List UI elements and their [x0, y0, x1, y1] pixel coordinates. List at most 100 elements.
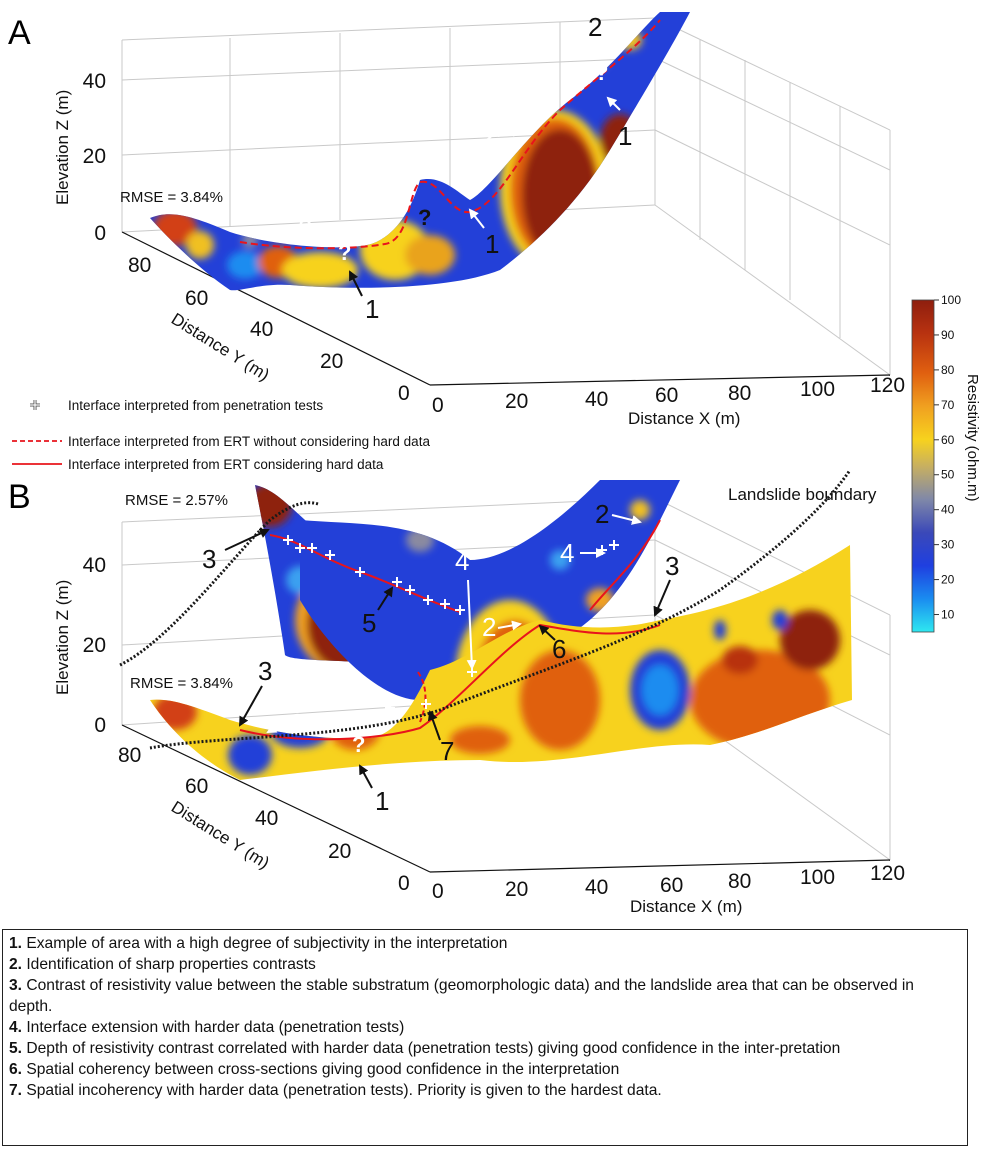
legend-item-dashed: Interface interpreted from ERT without c…	[12, 434, 430, 449]
panel-b-callout-6: 6	[552, 634, 566, 664]
panel-a-arrow-2a	[270, 227, 293, 239]
panel-b-x-tick-100: 100	[800, 866, 835, 889]
panel-a-question-4: ?	[595, 60, 608, 85]
panel-b-boundary-left	[119, 501, 319, 667]
note-text: Spatial incoherency with harder data (pe…	[22, 1082, 662, 1099]
colorbar-tick-label: 40	[941, 503, 955, 517]
panel-a-z-label: Elevation Z (m)	[53, 90, 72, 205]
legend-item-solid: Interface interpreted from ERT consideri…	[12, 457, 384, 472]
panel-a-arrow-2b	[497, 127, 522, 137]
panel-b-rmse-bottom: RMSE = 3.84%	[130, 675, 233, 692]
legend-item-penetration: Interface interpreted from penetration t…	[30, 398, 323, 413]
panel-b-question: ?	[352, 732, 365, 757]
note-item: 1. Example of area with a high degree of…	[9, 933, 961, 954]
note-number: 4.	[9, 1019, 23, 1036]
panel-a-question-3: ?	[460, 175, 473, 200]
panel-b-callout-7: 7	[440, 736, 454, 766]
panel-b-callout-3b: 3	[258, 656, 272, 686]
panel-a-x-tick-0: 0	[432, 394, 444, 417]
panel-a-y-tick-20: 20	[320, 350, 343, 373]
panel-a-callout-1c: 1	[618, 121, 632, 151]
panel-b-z-tick-40: 40	[83, 554, 106, 577]
panel-a-letter: A	[8, 14, 31, 52]
note-number: 5.	[9, 1040, 23, 1057]
panel-a-z-tick-20: 20	[83, 145, 106, 168]
note-item: 4. Interface extension with harder data …	[9, 1017, 961, 1038]
panel-b-arrow-3b	[239, 685, 263, 727]
panel-b-z-label: Elevation Z (m)	[53, 580, 72, 695]
panel-a-x-axis	[429, 374, 891, 386]
panel-b-x-tick-0: 0	[432, 880, 444, 903]
panel-a-x-tick-60: 60	[655, 384, 678, 407]
panel-b-rmse-top: RMSE = 2.57%	[125, 492, 228, 509]
panel-b-interface-lower	[239, 623, 661, 741]
panel-a-callout-2b: 2	[482, 121, 496, 151]
panel-a: A	[8, 12, 905, 428]
figure: A	[8, 12, 981, 916]
panel-a-z-tick-40: 40	[83, 70, 106, 93]
panel-b-y-tick-40: 40	[255, 807, 278, 830]
panel-b-arrow-3a	[224, 528, 270, 551]
legend-label-dashed: Interface interpreted from ERT without c…	[68, 434, 430, 449]
panel-b-x-tick-60: 60	[660, 874, 683, 897]
panel-a-rmse: RMSE = 3.84%	[120, 189, 223, 206]
penetration-cross-icon	[423, 595, 433, 605]
colorbar: 100 90 80 70 60 50 40 30 20 10 Resistivity (ohm.m…	[911, 293, 981, 633]
colorbar-tick-label: 70	[941, 398, 955, 412]
panel-b-callout-1: 1	[375, 786, 389, 816]
panel-b-x-label: Distance X (m)	[630, 897, 742, 916]
panel-b-letter: B	[8, 478, 31, 516]
panel-b-y-axis	[121, 724, 431, 873]
panel-a-x-tick-100: 100	[800, 378, 835, 401]
penetration-cross-icon	[325, 550, 335, 560]
panel-a-x-tick-40: 40	[585, 388, 608, 411]
panel-b-callout-4a: 4	[455, 546, 469, 576]
colorbar-tick-label: 60	[941, 433, 955, 447]
panel-b-x-tick-80: 80	[728, 870, 751, 893]
panel-b-boundary-label: Landslide boundary	[728, 485, 877, 504]
penetration-cross-icon	[609, 540, 619, 550]
note-number: 1.	[9, 935, 23, 952]
colorbar-tick-label: 30	[941, 538, 955, 552]
note-text: Spatial coherency between cross-sections…	[22, 1061, 620, 1078]
penetration-cross-icon	[392, 577, 402, 587]
panel-a-callout-1b: 1	[485, 229, 499, 259]
panel-a-arrow-1a	[349, 270, 363, 297]
note-number: 6.	[9, 1061, 23, 1078]
panel-b-callout-3a: 3	[202, 544, 216, 574]
note-item: 3. Contrast of resistivity value between…	[9, 975, 961, 1017]
panel-b-x-tick-40: 40	[585, 876, 608, 899]
colorbar-tick-label: 90	[941, 328, 955, 342]
note-number: 2.	[9, 956, 23, 973]
panel-a-y-tick-80: 80	[128, 254, 151, 277]
colorbar-title: Resistivity (ohm.m)	[964, 374, 981, 502]
panel-a-y-tick-60: 60	[185, 287, 208, 310]
panel-b-callout-5: 5	[362, 608, 376, 638]
panel-a-dashed-interface	[239, 19, 661, 250]
colorbar-scale	[911, 299, 935, 633]
panel-b-callout-2b: 2	[482, 612, 496, 642]
panel-b-arrow-2a	[266, 721, 287, 733]
panel-b-callout-3c: 3	[665, 551, 679, 581]
panel-b-arrow-5	[377, 586, 394, 611]
note-item: 2. Identification of sharp properties co…	[9, 954, 961, 975]
panel-a-x-tick-120: 120	[870, 374, 905, 397]
panel-b-y-tick-20: 20	[328, 840, 351, 863]
note-text: Interface extension with harder data (pe…	[22, 1019, 405, 1036]
panel-a-x-tick-80: 80	[728, 382, 751, 405]
penetration-cross-icon	[405, 585, 415, 595]
panel-a-y-tick-0: 0	[398, 382, 410, 405]
panel-b-y-tick-80: 80	[118, 744, 141, 767]
note-text: Depth of resistivity contrast correlated…	[22, 1040, 841, 1057]
penetration-cross-icon	[440, 599, 450, 609]
panel-b-arrow-7	[427, 710, 441, 741]
panel-b-x-tick-120: 120	[870, 862, 905, 885]
panel-a-x-tick-20: 20	[505, 390, 528, 413]
panel-b-callout-2a: 2	[290, 708, 304, 738]
panel-b-arrow-4a	[466, 579, 477, 670]
panel-a-arrow-2c	[605, 27, 632, 38]
penetration-cross-icon	[421, 699, 431, 709]
penetration-cross-icon	[283, 535, 293, 545]
panel-b-arrow-1	[359, 764, 373, 789]
colorbar-ticks: 100 90 80 70 60 50 40 30 20 10	[934, 293, 961, 622]
